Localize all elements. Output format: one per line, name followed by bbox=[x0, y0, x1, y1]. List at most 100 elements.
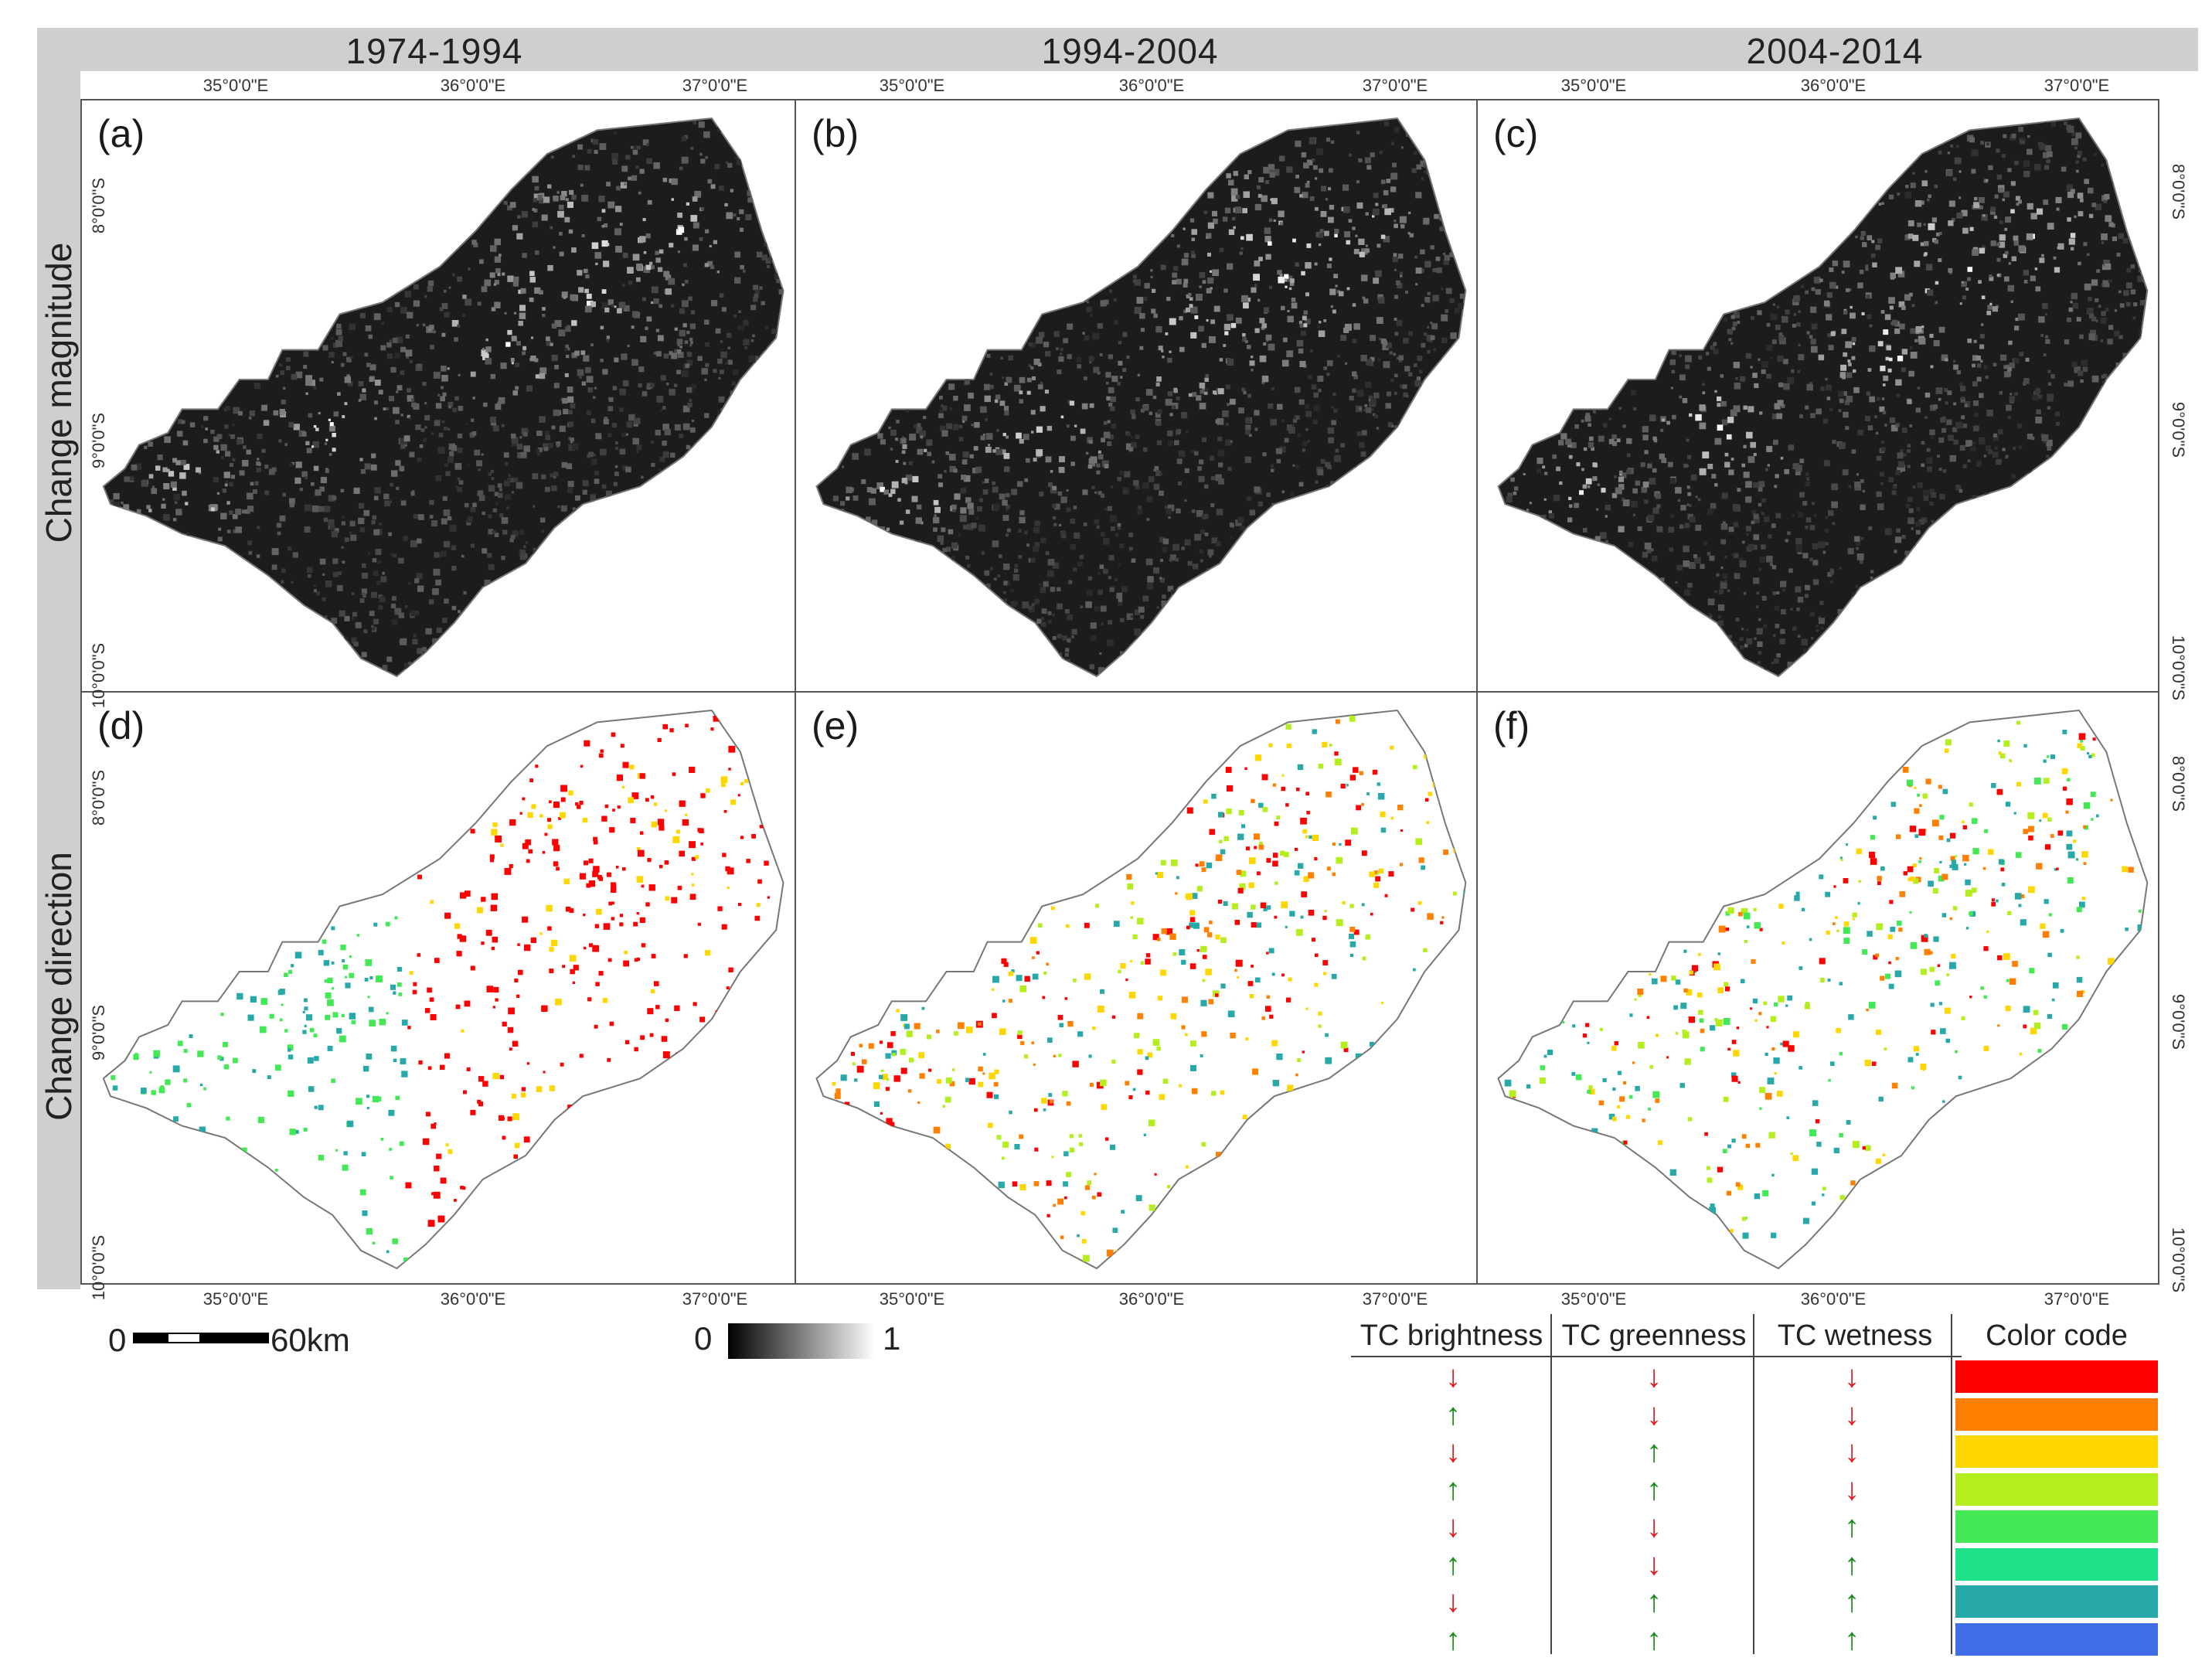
map-pixel bbox=[2083, 825, 2087, 829]
map-pixel bbox=[2062, 730, 2067, 734]
map-pixel bbox=[1089, 403, 1094, 408]
map-pixel bbox=[1948, 220, 1954, 226]
map-pixel bbox=[720, 369, 724, 375]
map-pixel bbox=[1825, 542, 1829, 546]
map-pixel bbox=[1296, 339, 1304, 347]
map-pixel bbox=[1316, 148, 1323, 155]
map-pixel bbox=[1911, 304, 1915, 308]
map-pixel bbox=[368, 334, 373, 339]
map-pixel bbox=[1733, 312, 1740, 318]
map-pixel bbox=[1879, 472, 1884, 477]
map-pixel bbox=[1227, 263, 1234, 270]
map-pixel bbox=[2047, 755, 2050, 758]
map-pixel bbox=[392, 1238, 398, 1244]
map-pixel bbox=[382, 665, 388, 670]
map-pixel bbox=[1781, 404, 1785, 408]
map-pixel bbox=[1302, 441, 1308, 447]
map-pixel bbox=[518, 969, 523, 975]
map-pixel bbox=[2013, 446, 2016, 450]
map-pixel bbox=[2084, 179, 2089, 184]
map-pixel bbox=[388, 532, 392, 536]
map-pixel bbox=[1360, 451, 1366, 457]
map-pixel bbox=[1348, 219, 1353, 223]
map-pixel bbox=[933, 1126, 941, 1134]
map-pixel bbox=[534, 287, 541, 294]
map-pixel bbox=[172, 1065, 180, 1073]
map-pixel bbox=[2082, 366, 2088, 372]
map-pixel bbox=[495, 268, 501, 274]
map-pixel bbox=[1921, 180, 1928, 186]
map-pixel bbox=[577, 369, 584, 376]
map-pixel bbox=[1411, 168, 1417, 173]
map-pixel bbox=[2051, 998, 2055, 1002]
map-pixel bbox=[390, 366, 396, 373]
map-pixel bbox=[723, 809, 727, 813]
map-pixel bbox=[1216, 509, 1223, 516]
map-pixel bbox=[1889, 305, 1894, 310]
map-pixel bbox=[1207, 192, 1214, 199]
map-pixel bbox=[1281, 973, 1285, 977]
map-pixel bbox=[927, 1034, 932, 1040]
map-pixel bbox=[1839, 1132, 1843, 1138]
map-pixel bbox=[1147, 576, 1154, 583]
map-pixel bbox=[1315, 953, 1319, 958]
map-pixel bbox=[2019, 138, 2026, 145]
lon-tick-top: 37°0'0"E bbox=[682, 76, 748, 95]
map-pixel bbox=[1912, 234, 1919, 241]
map-pixel bbox=[304, 504, 311, 512]
map-pixel bbox=[577, 270, 583, 276]
map-pixel bbox=[1713, 349, 1719, 355]
map-pixel bbox=[1236, 870, 1242, 875]
map-pixel bbox=[1302, 192, 1308, 199]
map-pixel bbox=[1509, 1090, 1516, 1098]
map-pixel bbox=[619, 388, 626, 396]
map-pixel bbox=[1303, 323, 1308, 328]
map-pixel bbox=[938, 482, 943, 488]
map-pixel bbox=[1169, 413, 1173, 417]
map-pixel bbox=[2047, 393, 2054, 400]
map-pixel bbox=[576, 805, 581, 809]
map-pixel bbox=[1880, 366, 1886, 372]
map-pixel bbox=[672, 836, 680, 843]
map-pixel bbox=[294, 952, 302, 958]
map-pixel bbox=[1002, 1141, 1009, 1148]
map-pixel bbox=[982, 489, 989, 495]
map-pixel bbox=[1419, 268, 1424, 274]
map-pixel bbox=[1836, 1028, 1841, 1033]
lat-tick-left: 9°0'0"S bbox=[89, 1004, 108, 1061]
map-pixel bbox=[713, 240, 717, 244]
map-pixel bbox=[1780, 580, 1787, 587]
map-pixel bbox=[479, 259, 484, 264]
map-pixel bbox=[1730, 1072, 1737, 1078]
map-pixel bbox=[1111, 376, 1118, 383]
map-pixel bbox=[743, 270, 746, 273]
map-pixel bbox=[992, 481, 995, 485]
map-pixel bbox=[710, 184, 716, 189]
map-pixel bbox=[720, 340, 723, 343]
map-pixel bbox=[1647, 463, 1652, 468]
map-pixel bbox=[964, 404, 971, 411]
map-pixel bbox=[564, 349, 567, 352]
map-pixel bbox=[1860, 478, 1864, 483]
map-pixel bbox=[346, 374, 350, 378]
map-pixel bbox=[1679, 354, 1682, 357]
map-pixel bbox=[444, 912, 451, 919]
map-pixel bbox=[1181, 546, 1185, 550]
map-pixel bbox=[1574, 424, 1579, 429]
map-pixel bbox=[457, 324, 461, 328]
map-pixel bbox=[1927, 198, 1930, 202]
map-panel-f: (f) bbox=[1476, 691, 2159, 1285]
map-pixel bbox=[1303, 876, 1309, 882]
map-pixel bbox=[1093, 366, 1100, 373]
map-pixel bbox=[2010, 181, 2016, 186]
map-pixel bbox=[434, 1122, 437, 1125]
map-pixel bbox=[2076, 907, 2082, 913]
map-pixel bbox=[593, 836, 597, 842]
map-pixel bbox=[2023, 160, 2030, 167]
map-pixel bbox=[225, 480, 229, 484]
map-pixel bbox=[432, 638, 439, 645]
map-pixel bbox=[1773, 658, 1779, 664]
map-pixel bbox=[996, 429, 999, 432]
map-pixel bbox=[653, 802, 658, 806]
map-pixel bbox=[658, 304, 663, 308]
